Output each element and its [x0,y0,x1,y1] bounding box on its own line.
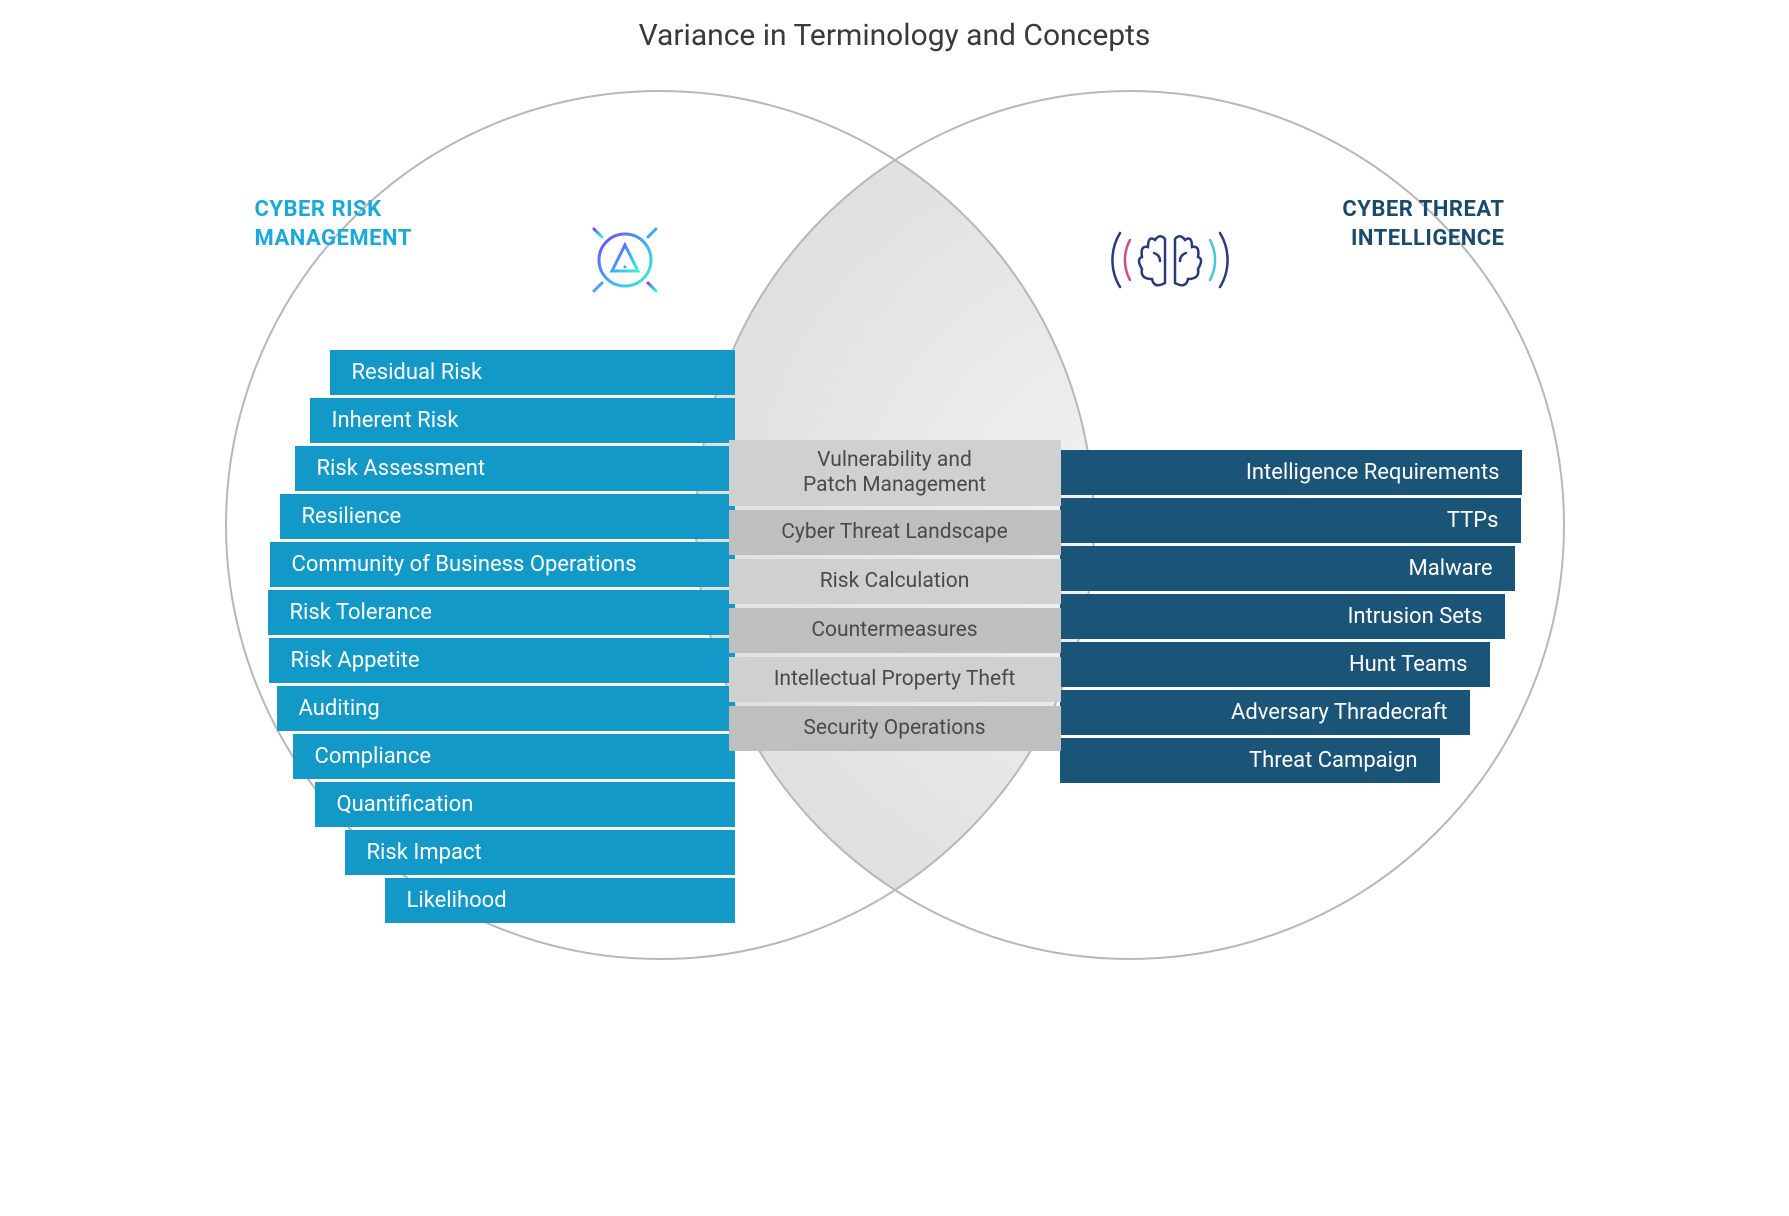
label-text: INTELLIGENCE [1351,226,1505,251]
left-bar-item: Resilience [280,494,735,539]
center-bar-item: Intellectual Property Theft [729,657,1061,702]
brain-signal-icon [1110,200,1230,320]
right-bar-item: TTPs [1060,498,1521,543]
bar-label: Intelligence Requirements [1246,460,1500,485]
bar-label: Risk Assessment [317,456,486,481]
bar-label: Community of Business Operations [292,552,637,577]
left-bar-item: Compliance [293,734,735,779]
left-bar-item: Community of Business Operations [270,542,735,587]
right-bar-item: Intelligence Requirements [1060,450,1522,495]
label-text: CYBER THREAT [1342,197,1504,222]
bar-label: TTPs [1447,508,1499,533]
right-bar-item: Hunt Teams [1060,642,1490,687]
bar-label: Cyber Threat Landscape [781,520,1007,545]
bar-label: Countermeasures [811,618,977,643]
gear-warning-icon [565,200,685,320]
bar-label: Inherent Risk [332,408,459,433]
bar-label: Malware [1409,556,1493,581]
bar-label: Risk Appetite [291,648,420,673]
left-bars-group: Residual Risk Inherent Risk Risk Assessmen… [225,350,735,926]
center-bar-item: Cyber Threat Landscape [729,510,1061,555]
venn-diagram: CYBER RISK MANAGEMENT CYBER THREAT INTEL… [225,90,1565,960]
center-bar-item: Vulnerability and Patch Management [729,440,1061,506]
bar-label: Intrusion Sets [1347,604,1482,629]
right-section-label: CYBER THREAT INTELLIGENCE [1342,196,1504,253]
right-bar-item: Adversary Thradecraft [1060,690,1470,735]
left-bar-item: Likelihood [385,878,735,923]
diagram-title: Variance in Terminology and Concepts [639,18,1151,53]
bar-label: Adversary Thradecraft [1231,700,1447,725]
left-bar-item: Risk Appetite [269,638,735,683]
bar-label: Auditing [299,696,380,721]
left-bar-item: Quantification [315,782,735,827]
bar-label: Threat Campaign [1249,748,1418,773]
left-section-label: CYBER RISK MANAGEMENT [255,196,412,253]
bar-label: Quantification [337,792,474,817]
left-bar-item: Risk Impact [345,830,735,875]
left-bar-item: Inherent Risk [310,398,735,443]
bar-label: Compliance [315,744,432,769]
label-text: CYBER RISK [255,197,382,222]
left-bar-item: Residual Risk [330,350,735,395]
center-bar-item: Countermeasures [729,608,1061,653]
bar-label: Risk Tolerance [290,600,432,625]
label-text: MANAGEMENT [255,226,412,251]
bar-label: Risk Impact [367,840,482,865]
bar-label: Hunt Teams [1349,652,1468,677]
bar-label: Intellectual Property Theft [774,667,1016,692]
right-bars-group: Intelligence Requirements TTPs Malware Intr… [1060,450,1565,786]
bar-label: Residual Risk [352,360,483,385]
center-bar-item: Security Operations [729,706,1061,751]
center-bars-group: Vulnerability and Patch Management Cyber … [729,440,1061,755]
right-bar-item: Threat Campaign [1060,738,1440,783]
left-bar-item: Risk Tolerance [268,590,735,635]
bar-label: Risk Calculation [820,569,970,594]
right-bar-item: Intrusion Sets [1060,594,1505,639]
left-bar-item: Risk Assessment [295,446,735,491]
right-bar-item: Malware [1060,546,1515,591]
bar-label: Vulnerability and Patch Management [803,448,986,498]
bar-label: Security Operations [803,716,985,741]
bar-label: Resilience [302,504,402,529]
center-bar-item: Risk Calculation [729,559,1061,604]
bar-label: Likelihood [407,888,507,913]
left-bar-item: Auditing [277,686,735,731]
